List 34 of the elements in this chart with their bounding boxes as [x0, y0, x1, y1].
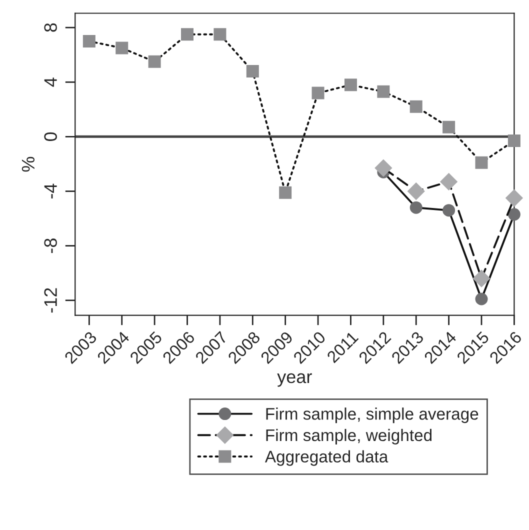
y-tick-label: 0 [44, 132, 57, 141]
legend-label: Firm sample, weighted [266, 428, 432, 444]
point [377, 85, 390, 98]
point [508, 208, 520, 221]
point [475, 292, 488, 306]
point [246, 64, 259, 78]
point [508, 134, 520, 148]
point [440, 173, 458, 190]
y-tick-label: -4 [44, 184, 57, 198]
point [116, 42, 128, 54]
point [82, 34, 96, 48]
point [214, 28, 226, 41]
y-tick-label: 8 [44, 23, 57, 32]
legend-label: Aggregated data [264, 450, 388, 466]
point [374, 160, 392, 177]
y-axis-title: % [22, 156, 35, 172]
point [410, 100, 422, 113]
legend-label: Firm sample, simple average [266, 408, 478, 424]
point [279, 186, 292, 199]
point [442, 204, 456, 217]
point [410, 201, 422, 214]
point [472, 270, 490, 288]
point [181, 28, 194, 41]
point [506, 190, 523, 207]
point [475, 156, 488, 169]
point [148, 55, 161, 68]
y-tick-label: -8 [44, 238, 57, 254]
point [408, 182, 425, 200]
x-axis-title: year [277, 373, 312, 387]
y-tick-label: 4 [44, 78, 57, 87]
point [312, 86, 324, 100]
y-tick-label: -12 [44, 288, 57, 313]
point [344, 78, 357, 92]
point [442, 120, 456, 134]
